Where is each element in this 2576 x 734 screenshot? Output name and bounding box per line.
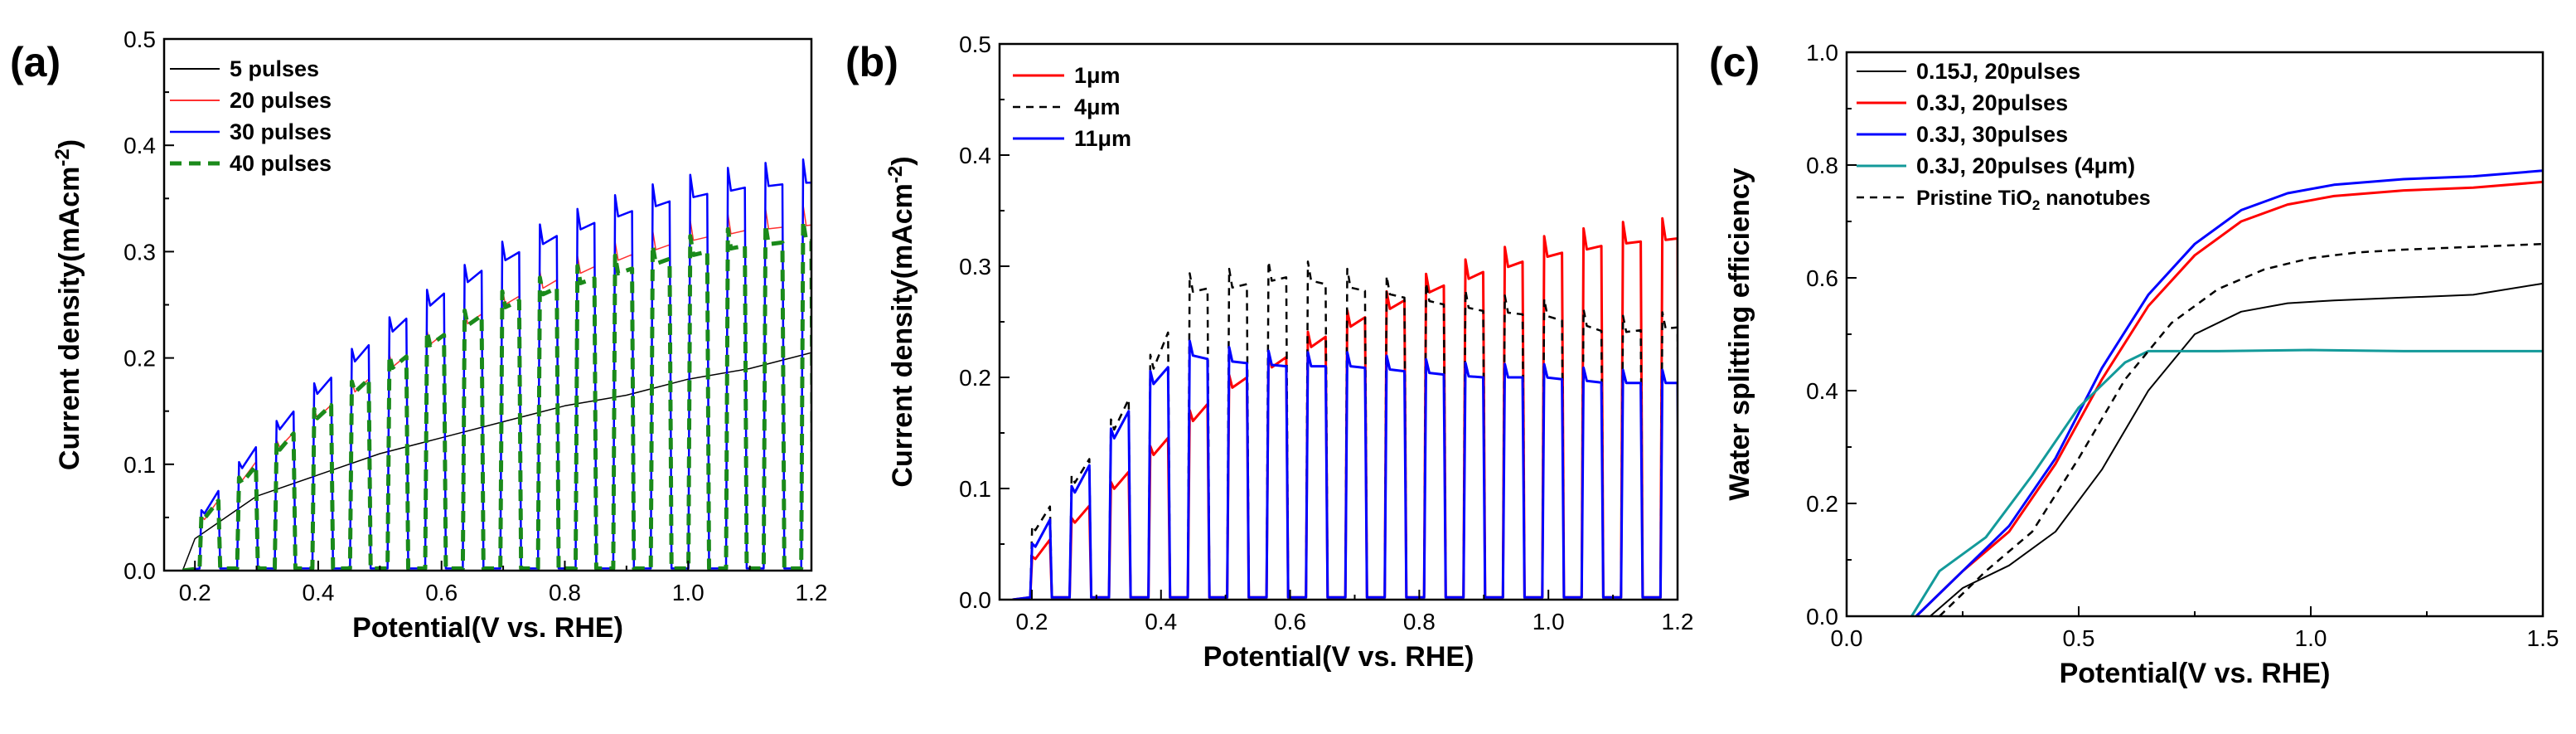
x-tick-label: 0.2 [1015,609,1048,634]
panel-label: (a) [10,39,61,85]
legend-label: 30 pulses [230,119,332,144]
series-line-1 [1915,180,2543,616]
legend-label: 1μm [1074,63,1121,88]
y-tick-label: 0.4 [123,133,156,158]
series-line-1 [182,204,811,571]
x-axis-title: Potential(V vs. RHE) [2060,658,2331,689]
legend-label: 4μm [1074,95,1121,119]
y-tick-label: 0.4 [1806,378,1838,404]
x-axis-title: Potential(V vs. RHE) [352,612,623,644]
chart-panel-1: 0.2 0.4 0.6 0.8 1.0 1.2 0.0 0.1 0.2 0.3 0.4 0.5 Pote… [845,32,1693,673]
y-axis-title: Current density(mAcm-2) [51,139,85,470]
x-tick-label: 0.6 [425,580,458,605]
legend-label: 0.15J, 20pulses [1916,59,2080,84]
y-axis-title: Current density(mAcm-2) [884,156,918,487]
x-tick-label: 1.0 [672,580,705,605]
y-tick-label: 0.1 [123,452,156,478]
x-tick-label: 1.2 [1662,609,1694,634]
y-tick-label: 0.5 [123,27,156,52]
y-tick-label: 0.2 [959,365,991,391]
series-line-4 [1939,242,2543,616]
y-tick-label: 0.3 [959,254,991,280]
legend: 0.15J, 20pulses 0.3J, 20pulses 0.3J, 30pul… [1857,59,2151,213]
x-tick-label: 0.4 [1145,609,1177,634]
x-axis-title: Potential(V vs. RHE) [1203,641,1474,673]
chart-panel-2: 0.0 0.5 1.0 1.5 0.0 0.2 0.4 0.6 0.8 1.0 Potential(… [1709,39,2559,689]
x-tick-label: 1.5 [2527,625,2559,651]
x-tick-label: 1.2 [796,580,828,605]
x-tick-label: 0.8 [549,580,581,605]
x-tick-label: 0.6 [1274,609,1306,634]
y-tick-label: 0.3 [123,239,156,265]
legend-label: Pristine TiO2 nanotubes [1916,187,2151,213]
legend-label: 0.3J, 20pulses (4μm) [1916,153,2135,178]
y-tick-label: 0.0 [1806,604,1838,629]
x-tick-label: 0.8 [1403,609,1436,634]
legend-label: 11μm [1074,126,1131,151]
legend-label: 0.3J, 30pulses [1916,122,2068,147]
series-line-0 [1930,282,2543,616]
y-tick-label: 0.2 [1806,491,1838,517]
panel-label: (c) [1709,39,1760,85]
legend-label: 40 pulses [230,151,332,176]
legend-label: 20 pulses [230,88,332,113]
legend: 5 pulses 20 pulses 30 pulses 40 pulses [170,56,332,176]
series-line-3 [1910,348,2543,616]
x-tick-label: 1.0 [1533,609,1565,634]
plot-area [182,158,811,571]
x-tick-label: 0.5 [2063,625,2095,651]
x-tick-label: 1.0 [2295,625,2327,651]
legend: 1μm 4μm 11μm [1013,63,1131,151]
series-line-2 [1915,169,2543,616]
legend-label: 0.3J, 20pulses [1916,90,2068,115]
y-tick-label: 0.8 [1806,153,1838,178]
plot-area [1012,216,1678,600]
x-tick-label: 0.2 [179,580,211,605]
y-tick-label: 0.6 [1806,265,1838,291]
panel-label: (b) [845,39,898,85]
chart-panel-0: 0.2 0.4 0.6 0.8 1.0 1.2 0.0 0.1 0.2 0.3 0.4 0.5 Pote… [10,27,827,644]
plot-area [1910,169,2543,616]
y-axis-title: Water splitting efficiency [1724,168,1755,500]
x-tick-label: 0.0 [1831,625,1863,651]
y-tick-label: 0.0 [959,587,991,613]
y-tick-label: 0.5 [959,32,991,57]
series-line-3 [182,219,811,571]
y-tick-label: 0.4 [959,143,991,168]
series-line-2 [1012,339,1678,600]
y-tick-label: 0.0 [123,558,156,584]
y-tick-label: 0.1 [959,476,991,502]
y-tick-label: 1.0 [1806,40,1838,66]
legend-label: 5 pulses [230,56,319,81]
y-tick-label: 0.2 [123,346,156,372]
series-line-0 [182,352,811,571]
x-tick-label: 0.4 [302,580,334,605]
